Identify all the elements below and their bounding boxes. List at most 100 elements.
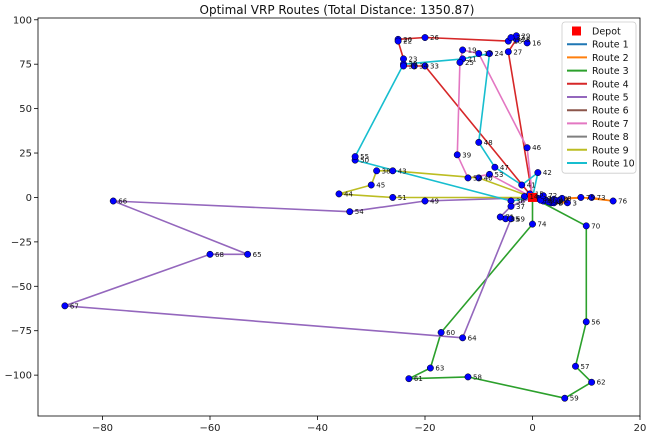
node-label-11: 11	[554, 198, 563, 206]
customer-node-60	[437, 329, 445, 336]
y-tick-label: −25	[11, 237, 32, 248]
node-label-68: 68	[215, 251, 224, 259]
node-label-3: 3	[572, 199, 576, 207]
x-tick-label: −20	[414, 423, 435, 434]
node-label-14: 14	[529, 193, 538, 201]
customer-node-3	[563, 199, 571, 207]
node-label-37: 37	[516, 203, 525, 211]
customer-node-55	[351, 153, 359, 161]
route-line-9	[338, 170, 533, 199]
customer-node-72	[539, 192, 547, 200]
node-label-62: 62	[597, 379, 606, 387]
depot-marker	[528, 192, 537, 202]
node-label-10: 10	[559, 196, 568, 204]
node-label-66: 66	[118, 198, 127, 206]
customer-node-63	[426, 364, 434, 372]
customer-node-31	[400, 62, 407, 70]
plot-frame	[37, 17, 641, 417]
node-layer	[61, 32, 617, 402]
customer-node-24	[486, 50, 493, 57]
node-label-48: 48	[484, 139, 493, 147]
node-label-73: 73	[597, 194, 606, 202]
node-label-58: 58	[473, 373, 482, 381]
chart-title: Optimal VRP Routes (Total Distance: 1350…	[200, 3, 475, 17]
node-label-60: 60	[446, 329, 455, 337]
node-label-49: 49	[430, 198, 439, 206]
axis-layer: −80 −60 −40 −20 0 20 −100 −75 −50 −25 0 25 50 75 100	[5, 15, 647, 434]
node-label-50: 50	[360, 157, 369, 165]
legend-label-route-9: Route 9	[592, 145, 629, 156]
customer-node-62	[588, 378, 596, 386]
customer-node-47	[491, 163, 499, 171]
customer-node-68	[206, 250, 214, 258]
node-label-42: 42	[543, 169, 552, 177]
node-label-1: 1	[548, 197, 552, 205]
node-label-21: 21	[468, 55, 477, 63]
node-label-54: 54	[355, 208, 364, 216]
customer-node-11	[545, 198, 553, 206]
node-label-44: 44	[344, 190, 353, 198]
legend-depot-swatch	[572, 26, 581, 36]
node-label-45: 45	[376, 182, 385, 190]
node-label-32: 32	[516, 34, 525, 42]
node-label-71: 71	[505, 214, 514, 222]
node-label-70: 70	[591, 222, 600, 230]
y-tick-label: −75	[11, 326, 32, 337]
x-tick-label: −80	[92, 423, 113, 434]
customer-node-48	[475, 138, 483, 146]
node-label-39: 39	[462, 151, 471, 159]
customer-node-49	[421, 197, 429, 205]
legend-label-route-4: Route 4	[592, 79, 629, 90]
customer-node-8	[558, 194, 566, 202]
legend-label-route-5: Route 5	[592, 93, 629, 104]
node-label-31: 31	[409, 62, 418, 70]
node-label-41: 41	[527, 182, 536, 190]
node-label-20: 20	[403, 36, 412, 44]
node-label-22: 22	[403, 38, 412, 46]
customer-node-34	[410, 62, 418, 70]
node-label-29: 29	[521, 32, 530, 40]
y-tick-label: 75	[19, 60, 32, 71]
y-tick-label: −100	[5, 371, 32, 382]
customer-node-44	[335, 190, 343, 198]
customer-node-67	[61, 302, 69, 310]
customer-node-40	[475, 174, 483, 182]
node-label-28: 28	[521, 36, 530, 44]
node-label-59: 59	[570, 395, 579, 403]
customer-node-46	[523, 144, 531, 152]
customer-node-33	[421, 62, 429, 70]
x-tick-label: 20	[634, 423, 647, 434]
node-label-17: 17	[484, 50, 493, 58]
node-label-64: 64	[468, 334, 477, 342]
node-label-7: 7	[551, 197, 555, 205]
customer-node-22	[394, 37, 402, 45]
legend-label-route-10: Route 10	[592, 159, 635, 170]
legend-label-route-1: Route 1	[592, 40, 629, 51]
customer-node-19	[459, 46, 467, 54]
node-label-34: 34	[419, 62, 428, 70]
legend-label-route-6: Route 6	[592, 106, 629, 117]
x-tick-label: −60	[199, 423, 220, 434]
node-label-63: 63	[435, 365, 444, 373]
customer-node-65	[244, 250, 252, 258]
route-line-3	[408, 196, 593, 400]
node-label-12: 12	[543, 195, 552, 203]
node-label-15: 15	[535, 190, 544, 198]
customer-node-71	[496, 213, 504, 221]
y-tick-label: 50	[19, 104, 32, 115]
node-label-69: 69	[516, 215, 525, 223]
node-label-13: 13	[546, 197, 555, 205]
node-label-5: 5	[559, 199, 563, 207]
node-label-18: 18	[513, 38, 522, 46]
customer-node-64	[459, 334, 467, 342]
node-label-74: 74	[538, 221, 547, 229]
legend-label-route-3: Route 3	[592, 66, 629, 77]
customer-node-43	[389, 167, 397, 175]
customer-node-73	[588, 194, 596, 201]
customer-node-58	[464, 373, 472, 381]
y-tick-label: 25	[19, 149, 32, 160]
y-tick-label: 100	[13, 15, 32, 26]
